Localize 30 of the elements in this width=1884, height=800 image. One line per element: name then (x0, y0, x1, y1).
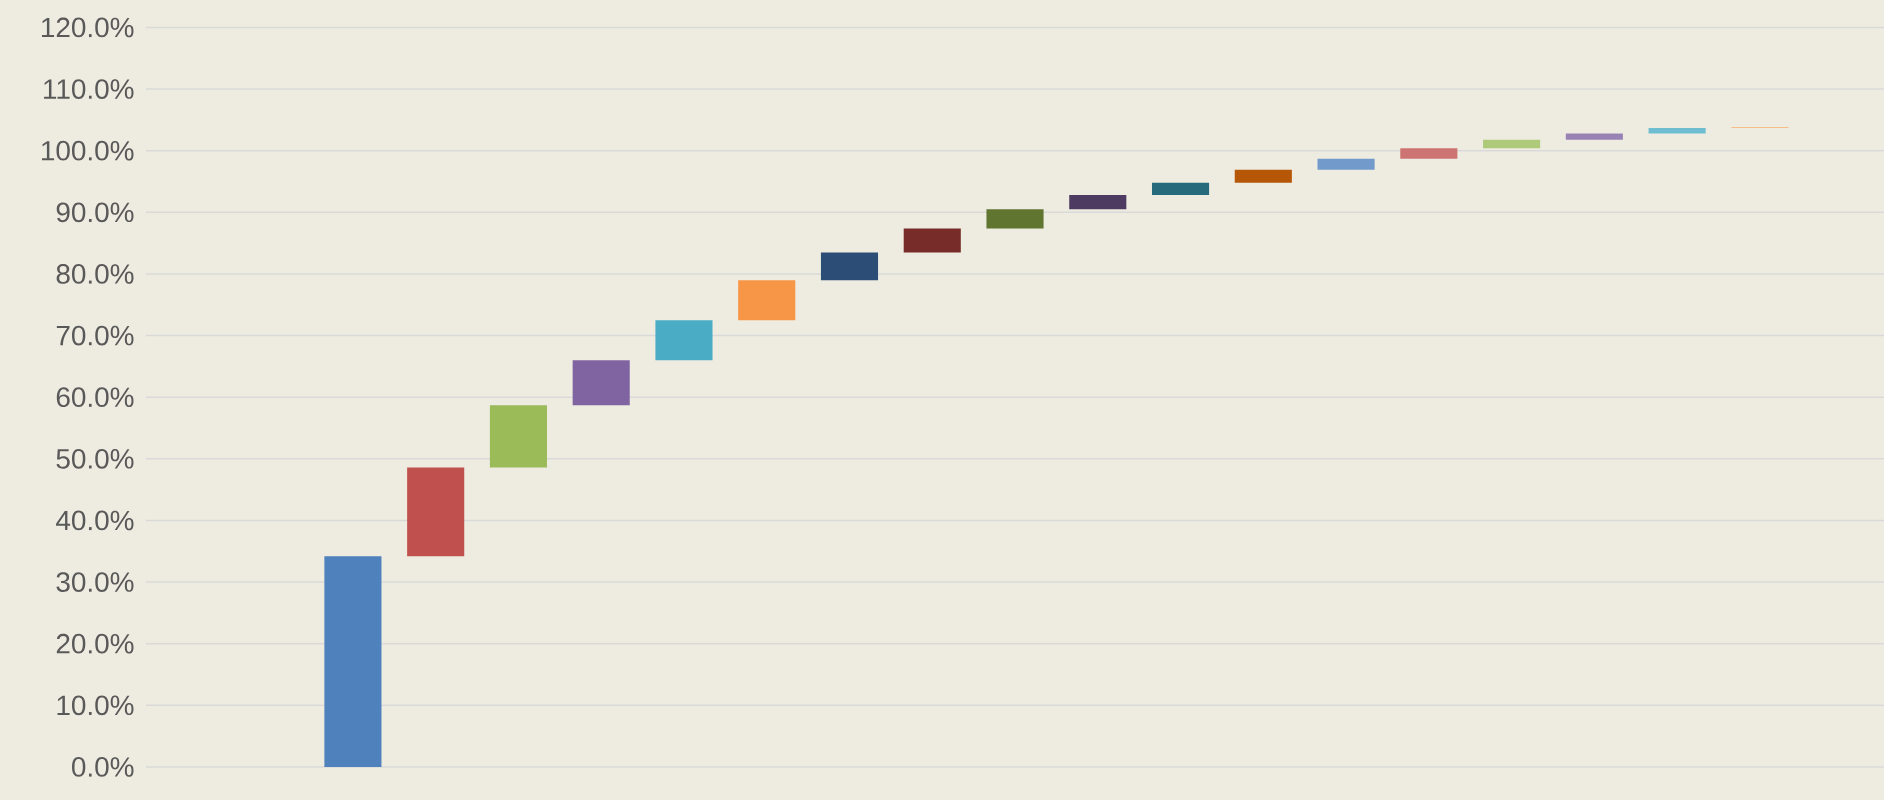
y-tick-label: 110.0% (44, 79, 134, 99)
bar (1400, 148, 1458, 159)
y-tick-label: 120.0% (42, 17, 134, 38)
bar (1483, 139, 1541, 149)
y-tick-label: 50.0% (56, 448, 134, 469)
bar (1565, 133, 1623, 140)
bar (986, 209, 1044, 229)
y-tick-label: 10.0% (57, 695, 134, 716)
y-tick-label: 40.0% (56, 510, 134, 531)
y-tick-label: 30.0% (56, 572, 134, 592)
bar (572, 360, 630, 406)
bar (407, 467, 465, 557)
bar (903, 228, 961, 253)
y-tick-label: 70.0% (56, 325, 134, 346)
y-tick-label: 100.0% (42, 140, 134, 161)
y-tick-label: 60.0% (56, 387, 134, 408)
y-tick-label: 80.0% (56, 264, 134, 284)
bar (1648, 127, 1706, 134)
y-tick-label: 20.0% (56, 633, 134, 654)
bar (489, 405, 547, 468)
y-tick-label: 0.0% (72, 757, 134, 777)
bar (820, 252, 879, 281)
bar (655, 320, 713, 361)
bar (1151, 182, 1210, 196)
bar (324, 556, 382, 767)
bar (1234, 169, 1292, 183)
bar (1317, 158, 1375, 170)
bar (738, 280, 796, 321)
bar (1069, 195, 1127, 210)
y-tick-label: 90.0% (56, 202, 134, 223)
